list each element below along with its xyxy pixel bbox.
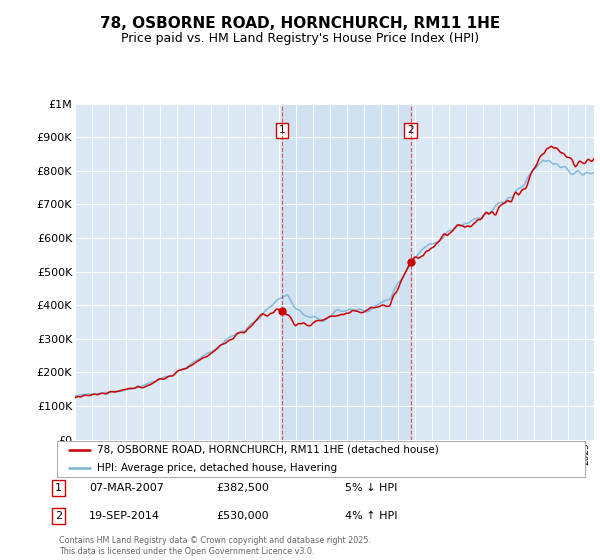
Text: £530,000: £530,000	[216, 511, 269, 521]
Bar	[282, 104, 410, 440]
Text: 78, OSBORNE ROAD, HORNCHURCH, RM11 1HE (detached house): 78, OSBORNE ROAD, HORNCHURCH, RM11 1HE (…	[97, 445, 439, 455]
Text: HPI: Average price, detached house, Havering: HPI: Average price, detached house, Have…	[97, 463, 337, 473]
Text: 5% ↓ HPI: 5% ↓ HPI	[345, 483, 397, 493]
Text: 1: 1	[279, 125, 286, 136]
Text: Price paid vs. HM Land Registry's House Price Index (HPI): Price paid vs. HM Land Registry's House …	[121, 32, 479, 45]
Text: 19-SEP-2014: 19-SEP-2014	[89, 511, 160, 521]
Text: 2: 2	[55, 511, 62, 521]
Text: 2: 2	[407, 125, 414, 136]
Text: 07-MAR-2007: 07-MAR-2007	[89, 483, 164, 493]
Text: 4% ↑ HPI: 4% ↑ HPI	[345, 511, 398, 521]
Text: Contains HM Land Registry data © Crown copyright and database right 2025.
This d: Contains HM Land Registry data © Crown c…	[59, 536, 371, 556]
Text: 78, OSBORNE ROAD, HORNCHURCH, RM11 1HE: 78, OSBORNE ROAD, HORNCHURCH, RM11 1HE	[100, 16, 500, 31]
Text: 1: 1	[55, 483, 62, 493]
Text: £382,500: £382,500	[216, 483, 269, 493]
